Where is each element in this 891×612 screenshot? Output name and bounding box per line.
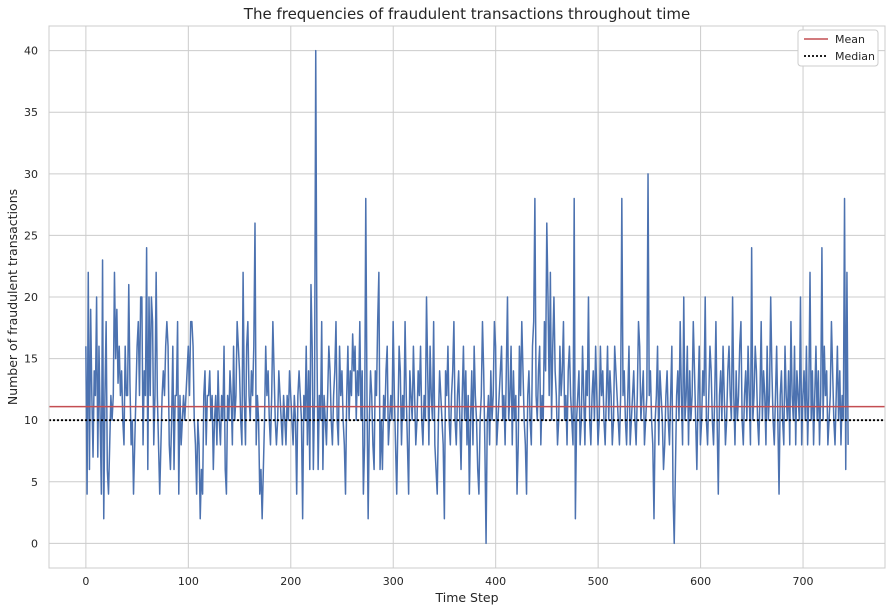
reference-lines [49, 405, 885, 422]
x-tick-label: 400 [485, 575, 506, 588]
plot-frame [48, 25, 886, 569]
x-axis-title: Time Step [434, 590, 498, 605]
y-tick-labels: 0 5 10 15 20 25 30 35 40 [24, 45, 38, 551]
y-tick-label: 0 [31, 537, 38, 550]
y-tick-label: 5 [31, 476, 38, 489]
x-tick-label: 600 [690, 575, 711, 588]
legend-median-label: Median [835, 50, 875, 63]
y-axis-title: Number of fraudulent transactions [5, 189, 20, 405]
y-tick-label: 10 [24, 414, 38, 427]
y-tick-label: 40 [24, 45, 38, 58]
chart-title: The frequencies of fraudulent transactio… [243, 5, 690, 23]
x-tick-label: 500 [588, 575, 609, 588]
series-line [85, 49, 849, 545]
grid [49, 26, 885, 568]
y-tick-label: 15 [24, 353, 38, 366]
x-tick-label: 200 [280, 575, 301, 588]
y-tick-label: 20 [24, 291, 38, 304]
x-tick-label: 300 [383, 575, 404, 588]
x-tick-label: 0 [82, 575, 89, 588]
y-tick-label: 35 [24, 106, 38, 119]
y-tick-label: 25 [24, 229, 38, 242]
x-tick-labels: 0 100 200 300 400 500 600 700 [82, 575, 813, 588]
y-tick-label: 30 [24, 168, 38, 181]
x-tick-label: 100 [178, 575, 199, 588]
series-layer [85, 49, 849, 545]
legend: Mean Median [797, 29, 879, 67]
x-tick-label: 700 [793, 575, 814, 588]
legend-mean-label: Mean [835, 33, 865, 46]
